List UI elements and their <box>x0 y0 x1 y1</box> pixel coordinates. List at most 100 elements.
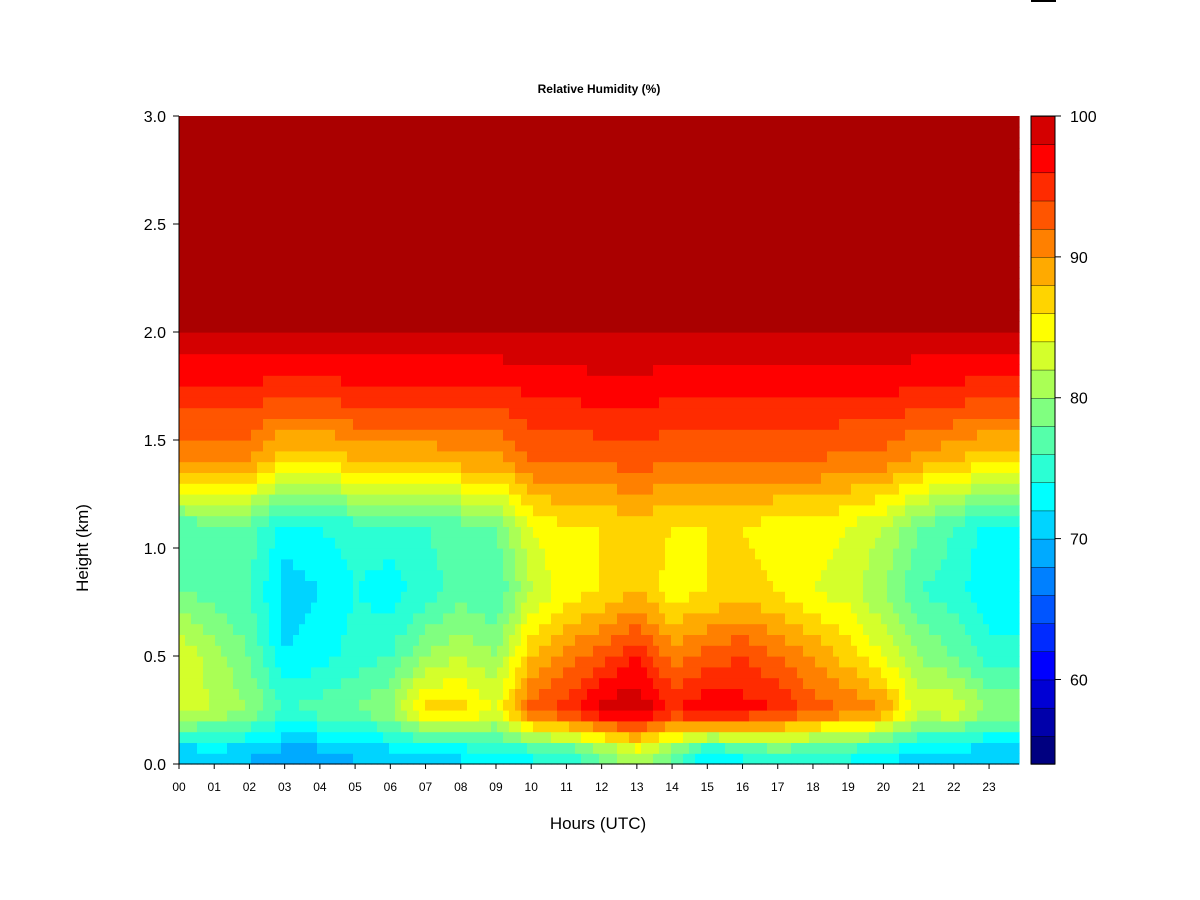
heatmap-cell <box>227 299 234 311</box>
heatmap-cell <box>293 699 300 711</box>
heatmap-cell <box>185 450 192 463</box>
heatmap-cell <box>569 548 576 560</box>
heatmap-cell <box>395 342 402 355</box>
heatmap-cell <box>611 396 618 409</box>
heatmap-cell <box>317 353 324 365</box>
heatmap-cell <box>437 386 444 398</box>
heatmap-cell <box>671 191 678 203</box>
heatmap-cell <box>599 569 606 581</box>
heatmap-cell <box>329 321 336 333</box>
heatmap-cell <box>479 634 486 646</box>
heatmap-cell <box>371 580 378 592</box>
heatmap-cell <box>599 245 606 257</box>
heatmap-cell <box>479 159 486 171</box>
heatmap-cell <box>659 634 666 646</box>
heatmap-cell <box>527 224 534 236</box>
heatmap-cell <box>365 720 372 733</box>
heatmap-cell <box>641 483 648 495</box>
heatmap-cell <box>443 450 450 463</box>
heatmap-cell <box>401 591 408 603</box>
heatmap-cell <box>527 407 534 419</box>
heatmap-cell <box>197 353 204 365</box>
heatmap-cell <box>341 180 348 193</box>
heatmap-cell <box>245 591 252 603</box>
heatmap-cell <box>269 180 276 193</box>
heatmap-cell <box>233 278 240 290</box>
heatmap-cell <box>563 666 570 679</box>
heatmap-cell <box>599 440 606 452</box>
heatmap-cell <box>371 634 378 646</box>
heatmap-cell <box>341 548 348 560</box>
heatmap-cell <box>413 483 420 495</box>
heatmap-cell <box>275 710 282 722</box>
heatmap-cell <box>443 602 450 614</box>
heatmap-cell <box>341 666 348 679</box>
heatmap-cell <box>599 612 606 625</box>
heatmap-cell <box>233 591 240 603</box>
heatmap-cell <box>527 180 534 193</box>
heatmap-cell <box>617 116 624 128</box>
heatmap-cell <box>389 159 396 171</box>
heatmap-cell <box>209 321 216 333</box>
heatmap-cell <box>629 677 636 689</box>
heatmap-cell <box>407 418 414 430</box>
heatmap-cell <box>611 234 618 247</box>
heatmap-cell <box>221 591 228 603</box>
heatmap-cell <box>185 224 192 236</box>
heatmap-cell <box>251 267 258 279</box>
heatmap-cell <box>515 407 522 419</box>
heatmap-cell <box>581 126 588 139</box>
heatmap-cell <box>665 548 672 560</box>
heatmap-cell <box>371 321 378 333</box>
heatmap-cell <box>197 450 204 463</box>
heatmap-cell <box>551 202 558 214</box>
heatmap-cell <box>203 558 210 571</box>
heatmap-cell <box>527 126 534 139</box>
heatmap-cell <box>305 148 312 160</box>
heatmap-cell <box>305 450 312 463</box>
heatmap-cell <box>455 580 462 592</box>
heatmap-cell <box>407 612 414 625</box>
heatmap-cell <box>407 170 414 182</box>
heatmap-cell <box>275 666 282 679</box>
heatmap-cell <box>317 677 324 689</box>
heatmap-cell <box>473 364 480 376</box>
heatmap-cell <box>335 558 342 571</box>
heatmap-cell <box>617 170 624 182</box>
heatmap-cell <box>353 634 360 646</box>
heatmap-cell <box>473 224 480 236</box>
heatmap-cell <box>587 170 594 182</box>
heatmap-cell <box>395 159 402 171</box>
heatmap-cell <box>233 699 240 711</box>
heatmap-cell <box>347 504 354 517</box>
heatmap-cell <box>587 450 594 463</box>
heatmap-cell <box>641 666 648 679</box>
heatmap-cell <box>299 375 306 387</box>
heatmap-cell <box>293 170 300 182</box>
heatmap-cell <box>581 526 588 538</box>
heatmap-cell <box>383 418 390 430</box>
heatmap-cell <box>443 472 450 484</box>
heatmap-cell <box>509 504 516 517</box>
heatmap-cell <box>611 450 618 463</box>
heatmap-cell <box>509 742 516 754</box>
heatmap-cell <box>251 483 258 495</box>
heatmap-cell <box>245 645 252 657</box>
heatmap-cell <box>473 245 480 257</box>
heatmap-cell <box>521 407 528 419</box>
heatmap-cell <box>557 245 564 257</box>
heatmap-cell <box>239 526 246 538</box>
heatmap-cell <box>539 731 546 743</box>
heatmap-cell <box>221 364 228 376</box>
heatmap-cell <box>665 148 672 160</box>
heatmap-cell <box>383 191 390 203</box>
heatmap-cell <box>245 612 252 625</box>
heatmap-cell <box>557 742 564 754</box>
heatmap-cell <box>521 710 528 722</box>
heatmap-cell <box>251 137 258 149</box>
heatmap-cell <box>311 710 318 722</box>
heatmap-cell <box>329 666 336 679</box>
heatmap-cell <box>377 137 384 149</box>
heatmap-cell <box>209 396 216 409</box>
heatmap-cell <box>473 602 480 614</box>
